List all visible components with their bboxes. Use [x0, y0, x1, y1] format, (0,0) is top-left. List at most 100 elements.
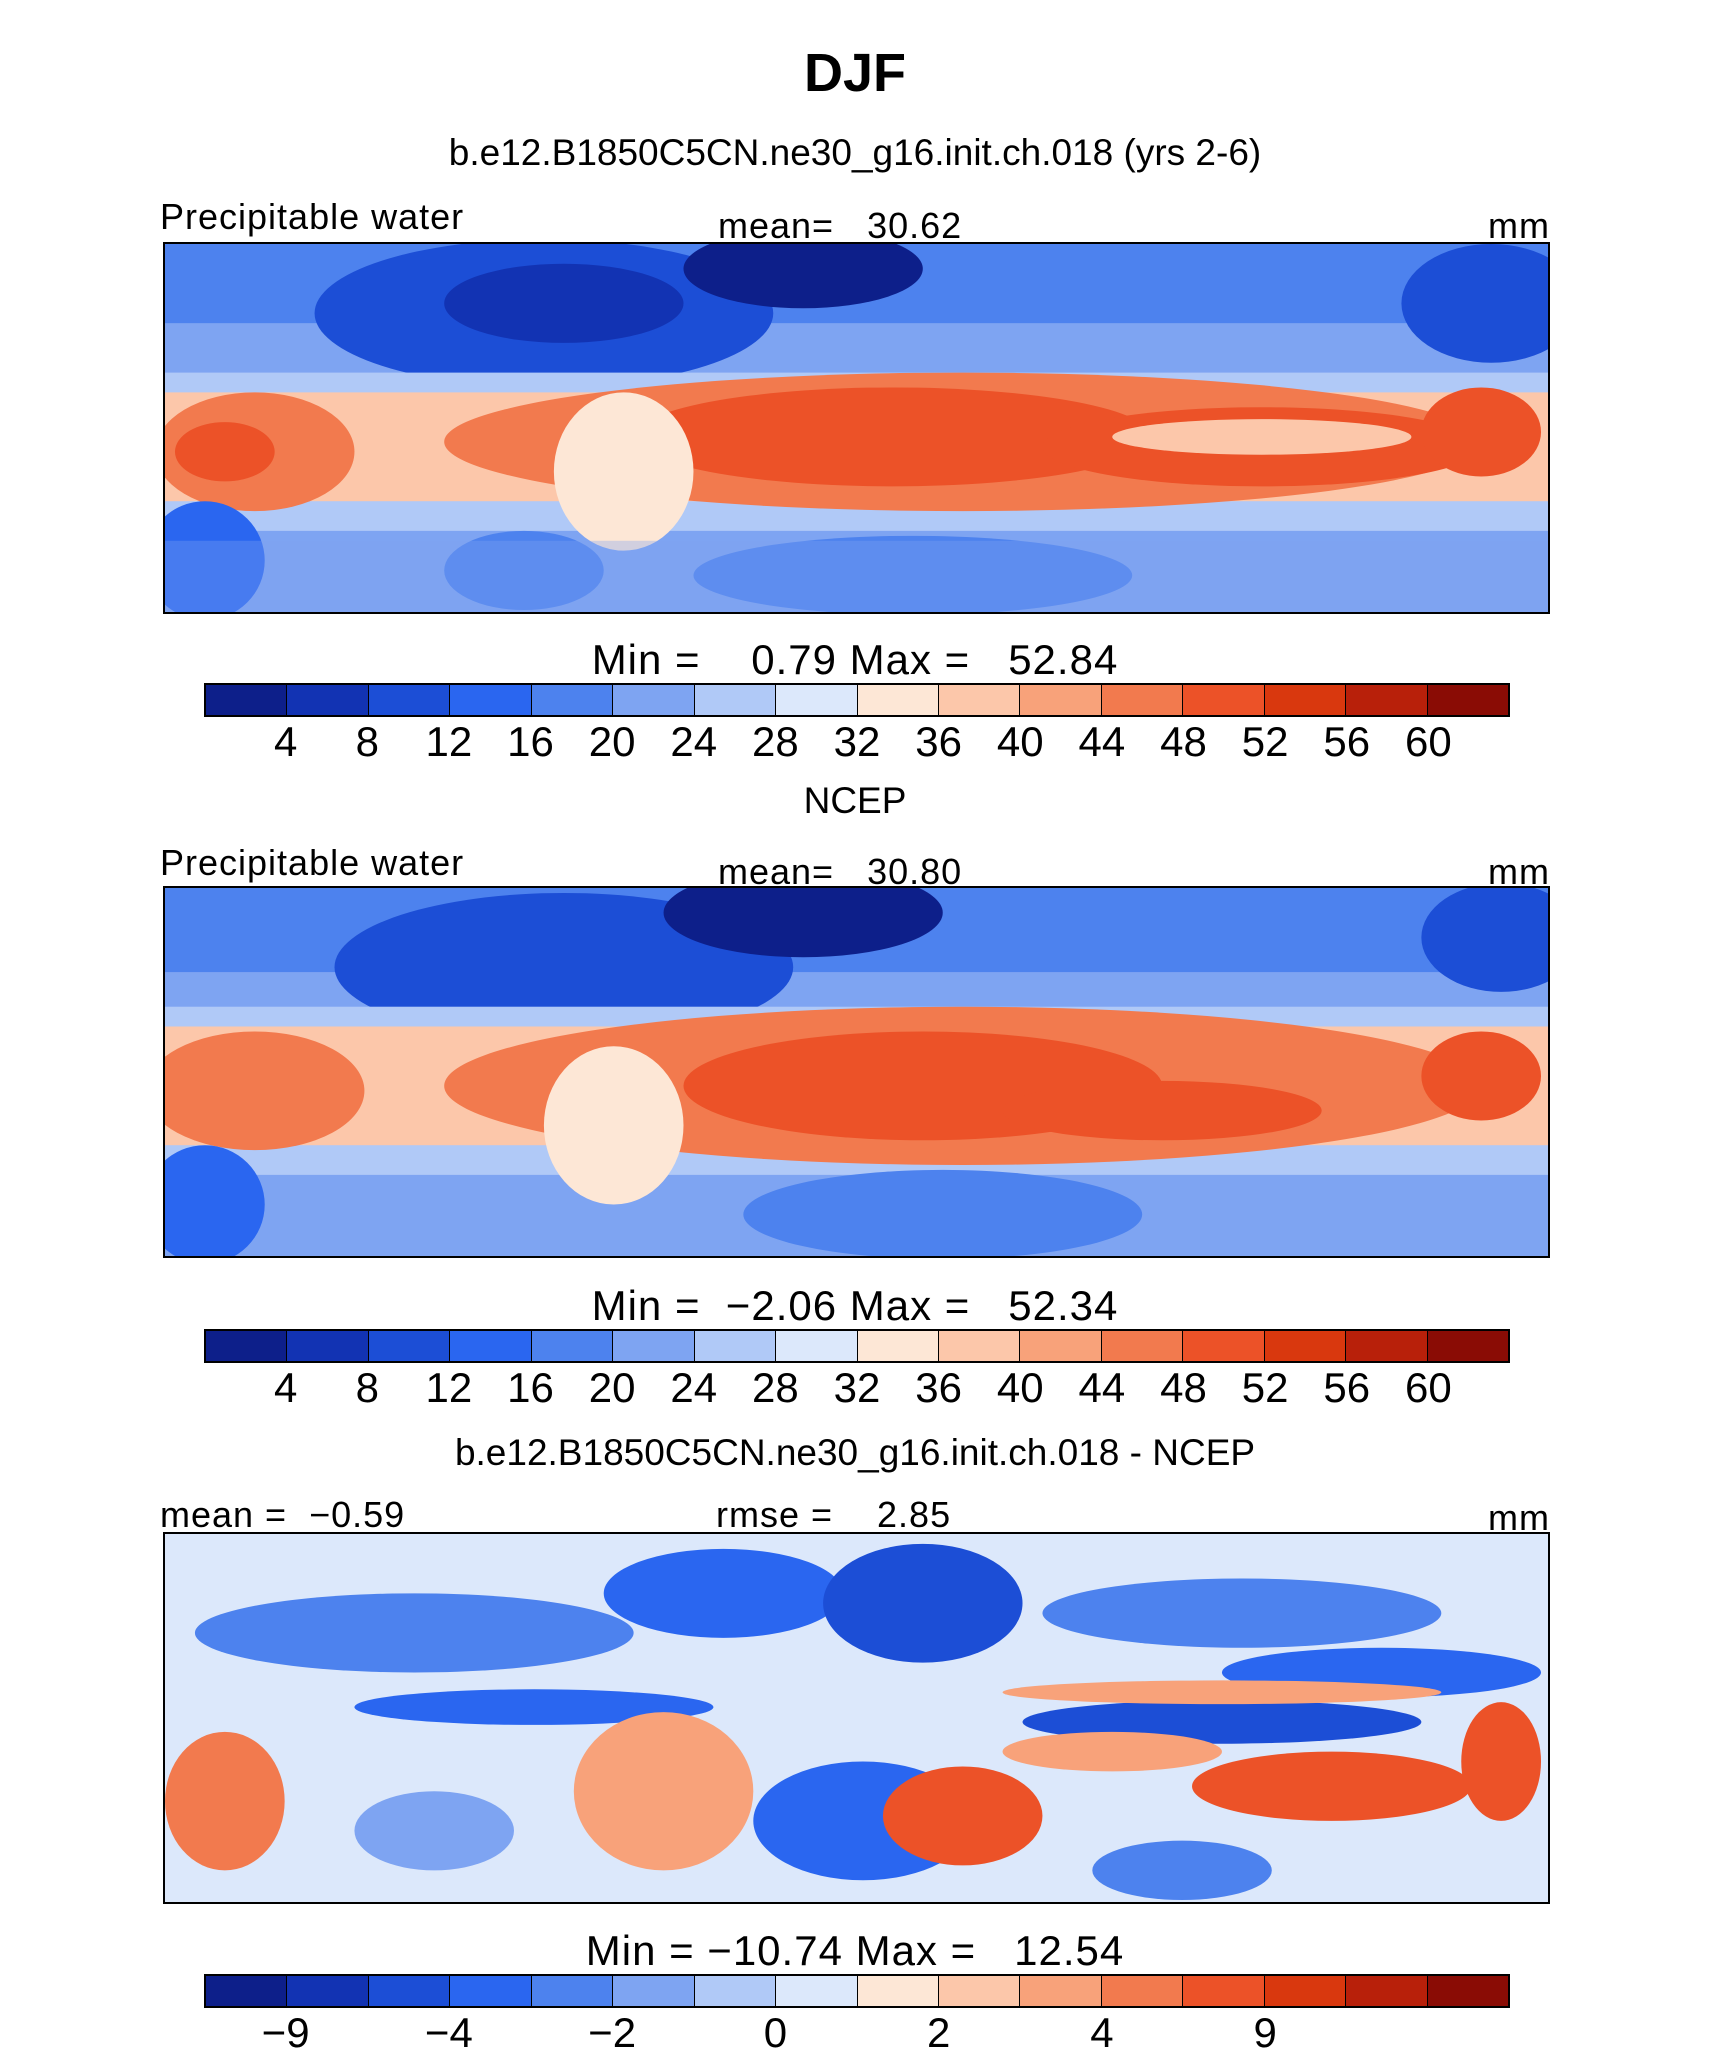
- colorbar-cell: [206, 685, 288, 715]
- colorbar-tick-label: 44: [1078, 718, 1126, 765]
- colorbar-cell: [450, 1976, 532, 2006]
- colorbar-tick-label: 48: [1160, 718, 1207, 765]
- panel-1-title: b.e12.B1850C5CN.ne30_g16.init.ch.018 (yr…: [448, 132, 1262, 173]
- colorbar-cell: [1183, 685, 1265, 715]
- colorbar-cell: [1101, 685, 1184, 715]
- colorbar-cell: [287, 1331, 369, 1361]
- colorbar-cell: [776, 1976, 858, 2006]
- colorbar-tick-label: 8: [355, 1364, 379, 1411]
- colorbar-cell: [1020, 685, 1102, 715]
- colorbar-cell: [531, 685, 614, 715]
- colorbar-tick-label: 28: [752, 718, 799, 765]
- colorbar-cell: [1101, 1331, 1184, 1361]
- colorbar-tick-label: −2: [588, 2009, 637, 2056]
- colorbar-cell: [531, 1976, 614, 2006]
- panel-3-minmax-label: Min = −10.74 Max = 12.54: [585, 1927, 1125, 1974]
- colorbar-tick-label: −4: [424, 2009, 473, 2056]
- colorbar-cell: [1183, 1976, 1265, 2006]
- panel-2-colorbar: [204, 1329, 1510, 1363]
- colorbar-cell: [1346, 1976, 1428, 2006]
- panel-3-rmse-label: rmse = 2.85: [716, 1494, 952, 1535]
- panel-2-minmax-label: Min = −2.06 Max = 52.34: [591, 1282, 1119, 1329]
- colorbar-cell: [694, 685, 777, 715]
- colorbar-cell: [1427, 1976, 1508, 2006]
- colorbar-cell: [1346, 685, 1428, 715]
- colorbar-tick-label: 4: [273, 718, 298, 765]
- colorbar-cell: [694, 1976, 777, 2006]
- colorbar-cell: [531, 1331, 614, 1361]
- colorbar-tick-label: 12: [425, 1364, 473, 1411]
- colorbar-cell: [1020, 1331, 1102, 1361]
- panel-2-mean-label: mean= 30.80: [718, 851, 963, 892]
- colorbar-cell: [776, 1331, 858, 1361]
- panel-1-colorbar: [204, 683, 1510, 717]
- colorbar-cell: [368, 1976, 451, 2006]
- colorbar-tick-label: 2: [926, 2009, 951, 2056]
- colorbar-tick-label: 60: [1405, 1364, 1452, 1411]
- colorbar-cell: [938, 685, 1021, 715]
- panel-1-variable-label: Precipitable water: [160, 196, 465, 237]
- colorbar-cell: [1427, 685, 1508, 715]
- panel-2-variable-label: Precipitable water: [160, 842, 465, 883]
- colorbar-cell: [1346, 1331, 1428, 1361]
- colorbar-tick-label: 16: [507, 718, 554, 765]
- main-title: DJF: [803, 43, 906, 103]
- colorbar-cell: [776, 685, 858, 715]
- panel-1-mean-label: mean= 30.62: [718, 205, 963, 246]
- colorbar-tick-label: 8: [355, 718, 379, 765]
- panel-3-title: b.e12.B1850C5CN.ne30_g16.init.ch.018 - N…: [454, 1432, 1256, 1473]
- colorbar-cell: [450, 685, 532, 715]
- colorbar-tick-label: 32: [833, 718, 881, 765]
- panel-3-mean-label: mean = −0.59: [160, 1494, 406, 1535]
- colorbar-cell: [1264, 685, 1347, 715]
- colorbar-cell: [857, 1976, 939, 2006]
- colorbar-tick-label: 40: [996, 1364, 1044, 1411]
- panel-1-units-label: mm: [1488, 205, 1550, 246]
- colorbar-cell: [287, 685, 369, 715]
- panel-2-map-field: [165, 888, 1548, 1256]
- colorbar-tick-label: 0: [763, 2009, 788, 2056]
- colorbar-cell: [1183, 1331, 1265, 1361]
- colorbar-cell: [857, 1331, 939, 1361]
- colorbar-cell: [613, 685, 695, 715]
- colorbar-tick-label: 36: [915, 718, 962, 765]
- panel-1-map-field: [165, 244, 1548, 612]
- colorbar-tick-label: 24: [670, 718, 718, 765]
- colorbar-tick-label: 28: [752, 1364, 799, 1411]
- colorbar-tick-label: 44: [1078, 1364, 1126, 1411]
- colorbar-cell: [857, 685, 939, 715]
- colorbar-cell: [613, 1331, 695, 1361]
- colorbar-cell: [206, 1331, 288, 1361]
- colorbar-tick-label: 32: [833, 1364, 881, 1411]
- colorbar-tick-label: 60: [1405, 718, 1452, 765]
- colorbar-cell: [287, 1976, 369, 2006]
- colorbar-cell: [206, 1976, 288, 2006]
- panel-2-map: [163, 886, 1550, 1258]
- panel-2-units-label: mm: [1488, 851, 1550, 892]
- colorbar-cell: [613, 1976, 695, 2006]
- colorbar-tick-label: 52: [1241, 718, 1289, 765]
- colorbar-cell: [368, 685, 451, 715]
- colorbar-cell: [1264, 1331, 1347, 1361]
- colorbar-tick-label: 48: [1160, 1364, 1207, 1411]
- panel-2-colorbar-ticks: 4 8 12 16 20 24 28 32 36 40 44 48 52 56 60: [204, 1364, 1510, 1414]
- colorbar-tick-label: 20: [588, 718, 636, 765]
- panel-1-minmax-label: Min = 0.79 Max = 52.84: [591, 636, 1119, 683]
- colorbar-cell: [938, 1331, 1021, 1361]
- colorbar-tick-label: 52: [1241, 1364, 1289, 1411]
- colorbar-tick-label: 12: [425, 718, 473, 765]
- colorbar-tick-label: 16: [507, 1364, 554, 1411]
- panel-3-units-label: mm: [1488, 1497, 1550, 1538]
- colorbar-cell: [368, 1331, 451, 1361]
- panel-1-map: [163, 242, 1550, 614]
- colorbar-tick-label: 4: [1090, 2009, 1114, 2056]
- panel-3-map: [163, 1532, 1550, 1904]
- panel-2-title: NCEP: [803, 780, 907, 821]
- colorbar-tick-label: 24: [670, 1364, 718, 1411]
- colorbar-tick-label: 56: [1323, 718, 1371, 765]
- colorbar-cell: [1264, 1976, 1347, 2006]
- colorbar-cell: [1020, 1976, 1102, 2006]
- colorbar-cell: [938, 1976, 1021, 2006]
- colorbar-tick-label: 56: [1323, 1364, 1371, 1411]
- panel-3-map-field: [165, 1534, 1548, 1902]
